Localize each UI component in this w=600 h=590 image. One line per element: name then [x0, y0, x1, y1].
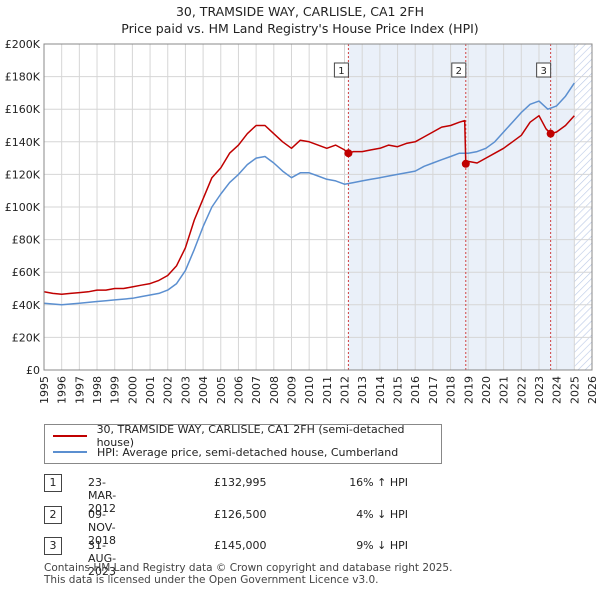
y-tick-label: £200K — [5, 38, 41, 51]
x-tick-label: 2017 — [427, 376, 440, 404]
transaction-date: 09-NOV-2018 — [88, 508, 116, 547]
sale-point — [546, 129, 555, 138]
hpi-line — [43, 82, 575, 306]
y-tick-label: £120K — [5, 168, 41, 181]
x-tick-label: 2015 — [392, 376, 405, 404]
x-tick-label: 1997 — [73, 376, 86, 404]
sale-label-box — [333, 62, 349, 78]
x-tick-label: 2007 — [250, 376, 263, 404]
x-tick-label: 2001 — [144, 376, 157, 404]
transaction-hpi: 9% ↓ HPI — [356, 539, 408, 552]
legend-label-property: 30, TRAMSIDE WAY, CARLISLE, CA1 2FH (sem… — [96, 423, 405, 449]
y-tick-label: £160K — [5, 103, 41, 116]
sale-label-text: 2 — [456, 66, 462, 77]
x-tick-label: 2021 — [498, 376, 511, 404]
chart-legend: 30, TRAMSIDE WAY, CARLISLE, CA1 2FH (sem… — [44, 423, 442, 464]
y-tick-label: £140K — [5, 136, 41, 149]
property-price-line — [43, 114, 575, 295]
y-tick-label: £20K — [12, 331, 41, 344]
sale-point — [344, 149, 353, 158]
legend-label-hpi: HPI: Average price, semi-detached house,… — [97, 445, 399, 459]
x-tick-label: 2025 — [568, 376, 581, 404]
y-tick-label: £40K — [12, 299, 41, 312]
transaction-number: 2 — [44, 506, 62, 524]
footer-licence: This data is licensed under the Open Gov… — [44, 574, 379, 586]
sale-point — [461, 159, 470, 168]
sale-label-text: 3 — [540, 66, 546, 77]
x-tick-label: 2026 — [586, 376, 599, 404]
x-tick-label: 2012 — [339, 376, 352, 404]
sale-label-box — [451, 62, 467, 78]
x-tick-label: 1999 — [109, 376, 122, 404]
x-tick-label: 1995 — [38, 376, 51, 404]
transaction-date: 31-AUG-2023 — [88, 539, 117, 578]
y-tick-label: £0 — [26, 364, 40, 377]
x-tick-label: 2024 — [551, 376, 564, 404]
legend-swatch-hpi — [53, 451, 87, 453]
x-tick-label: 2016 — [409, 376, 422, 404]
x-tick-label: 2008 — [268, 376, 281, 404]
transaction-number: 1 — [44, 474, 62, 492]
x-tick-label: 2009 — [285, 376, 298, 404]
chart-subtitle: Price paid vs. HM Land Registry's House … — [121, 21, 479, 36]
sale-label-box — [536, 62, 552, 78]
legend-item-property: 30, TRAMSIDE WAY, CARLISLE, CA1 2FH (sem… — [53, 423, 441, 449]
sale-label-text: 1 — [338, 66, 344, 77]
x-tick-label: 2004 — [197, 376, 210, 404]
x-tick-label: 2019 — [462, 376, 475, 404]
transaction-number: 3 — [44, 537, 62, 555]
transaction-hpi: 16% ↑ HPI — [349, 476, 408, 489]
x-tick-label: 1996 — [56, 376, 69, 404]
x-tick-label: 2002 — [162, 376, 175, 404]
y-tick-label: £80K — [12, 234, 41, 247]
y-tick-label: £180K — [5, 71, 41, 84]
x-tick-label: 2020 — [480, 376, 493, 404]
x-tick-label: 2000 — [126, 376, 139, 404]
y-tick-label: £100K — [5, 201, 41, 214]
transaction-price: £145,000 — [214, 539, 267, 552]
price-chart: 1 2 3 £0 £20K £40K £60K £80K £100K £120K £140K £160… — [5, 38, 599, 404]
x-tick-label: 2022 — [515, 376, 528, 404]
x-tick-label: 2013 — [356, 376, 369, 404]
plot-frame — [43, 43, 593, 371]
x-tick-label: 2010 — [303, 376, 316, 404]
legend-swatch-property — [53, 435, 87, 437]
footer-copyright: Contains HM Land Registry data © Crown c… — [44, 562, 453, 574]
transaction-date: 23-MAR-2012 — [88, 476, 117, 515]
x-tick-label: 2011 — [321, 376, 334, 404]
x-tick-label: 1998 — [91, 376, 104, 404]
x-tick-label: 2014 — [374, 376, 387, 404]
y-tick-label: £60K — [12, 266, 41, 279]
x-tick-label: 2005 — [215, 376, 228, 404]
x-tick-label: 2018 — [445, 376, 458, 404]
transaction-hpi: 4% ↓ HPI — [356, 508, 408, 521]
transaction-price: £126,500 — [214, 508, 267, 521]
x-tick-label: 2003 — [179, 376, 192, 404]
legend-item-hpi: HPI: Average price, semi-detached house,… — [53, 444, 398, 460]
x-tick-label: 2023 — [533, 376, 546, 404]
chart-title: 30, TRAMSIDE WAY, CARLISLE, CA1 2FH — [175, 4, 425, 19]
x-tick-label: 2006 — [232, 376, 245, 404]
transaction-price: £132,995 — [214, 476, 267, 489]
